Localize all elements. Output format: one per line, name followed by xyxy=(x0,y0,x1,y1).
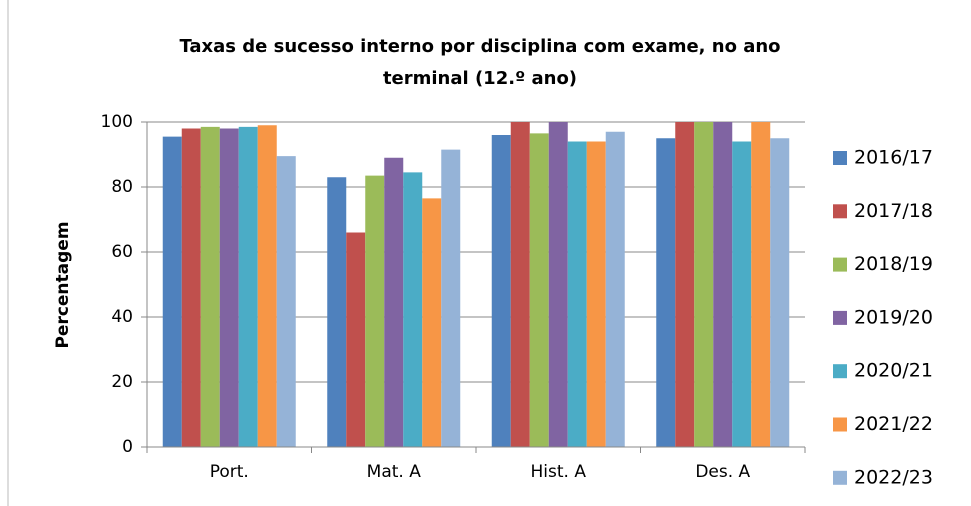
bar xyxy=(403,172,423,447)
legend-swatch xyxy=(833,204,847,219)
bar xyxy=(491,135,511,447)
x-tick-label: Mat. A xyxy=(367,462,422,482)
legend-label: 2022/23 xyxy=(854,466,933,488)
x-tick-label: Hist. A xyxy=(531,462,587,482)
x-tick-label: Port. xyxy=(210,462,249,482)
legend-swatch xyxy=(833,257,847,272)
legend-swatch xyxy=(833,310,847,325)
bar xyxy=(605,131,625,447)
bar xyxy=(770,138,790,447)
y-tick-label: 20 xyxy=(111,372,133,392)
legend-label: 2021/22 xyxy=(854,413,933,435)
bar xyxy=(751,122,771,447)
chart-title: Taxas de sucesso interno por disciplina … xyxy=(179,36,780,57)
legend-label: 2018/19 xyxy=(854,253,933,275)
x-tick-label: Des. A xyxy=(695,462,750,482)
bar xyxy=(586,141,606,447)
bar xyxy=(257,125,277,447)
bar xyxy=(656,138,676,447)
y-tick-label: 60 xyxy=(111,242,133,262)
legend-swatch xyxy=(833,470,847,485)
bar xyxy=(567,141,587,447)
y-axis-label: Percentagem xyxy=(53,221,73,348)
y-tick-label: 40 xyxy=(111,307,133,327)
bar xyxy=(238,126,258,447)
bar xyxy=(548,122,568,447)
y-tick-label: 0 xyxy=(122,437,133,457)
legend-swatch xyxy=(833,151,847,165)
bar xyxy=(422,198,442,447)
bar xyxy=(732,141,752,447)
legend-label: 2016/17 xyxy=(854,147,933,169)
bar xyxy=(162,136,182,447)
bar xyxy=(694,122,714,447)
legend-label: 2019/20 xyxy=(854,306,933,328)
bar xyxy=(510,122,530,447)
bar xyxy=(441,149,461,447)
legend-swatch xyxy=(833,417,847,432)
bar xyxy=(200,126,220,447)
y-tick-label: 80 xyxy=(111,177,133,197)
bar xyxy=(529,133,549,447)
bar xyxy=(276,156,296,447)
bar xyxy=(219,128,239,447)
bar xyxy=(713,122,733,447)
y-tick-label: 100 xyxy=(101,112,133,132)
bar xyxy=(365,175,385,447)
bar xyxy=(675,122,695,447)
legend-label: 2017/18 xyxy=(854,200,933,222)
bar xyxy=(346,232,366,447)
legend-label: 2020/21 xyxy=(854,360,933,382)
bar xyxy=(181,128,201,447)
chart-title: terminal (12.º ano) xyxy=(383,68,577,89)
legend-swatch xyxy=(833,364,847,379)
bar xyxy=(327,177,347,447)
bar xyxy=(384,157,404,447)
